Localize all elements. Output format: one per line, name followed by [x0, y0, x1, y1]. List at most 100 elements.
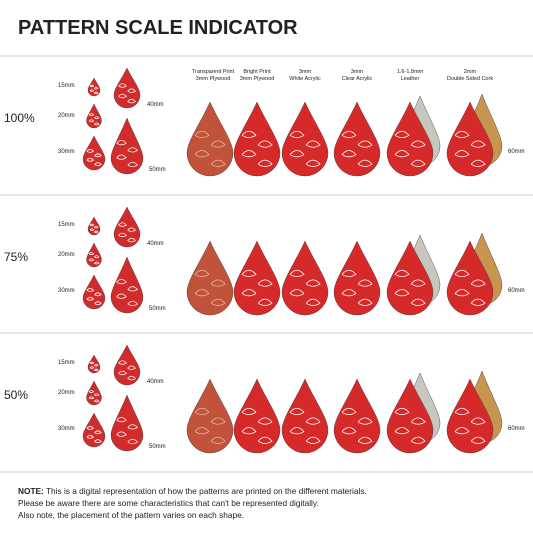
petal-pattern	[241, 427, 257, 435]
size-label: 60mm	[508, 426, 525, 432]
petal-pattern	[241, 289, 257, 297]
teardrop	[281, 101, 329, 177]
petal-pattern	[257, 140, 273, 148]
petal-pattern	[88, 119, 95, 123]
petal-pattern	[289, 407, 305, 415]
petal-pattern	[116, 140, 127, 146]
size-label: 50mm	[149, 167, 166, 173]
petal-pattern	[127, 424, 138, 430]
petal-pattern	[89, 223, 95, 227]
petal-pattern	[410, 279, 426, 287]
petal-pattern	[470, 298, 486, 306]
size-label: 30mm	[58, 426, 75, 432]
petal-pattern	[93, 230, 99, 234]
teardrop	[233, 101, 281, 177]
petal-pattern	[127, 161, 138, 168]
petal-pattern	[127, 88, 137, 93]
petal-pattern	[127, 438, 138, 445]
petal-pattern	[86, 287, 95, 292]
material-label: 3mm	[351, 69, 364, 75]
petal-pattern	[394, 150, 410, 158]
petal-pattern	[410, 436, 426, 444]
petal-pattern	[470, 279, 486, 287]
petal-pattern	[341, 427, 357, 435]
petal-pattern	[94, 439, 102, 444]
size-label: 20mm	[58, 252, 75, 258]
petal-pattern	[289, 269, 305, 277]
petal-pattern	[357, 298, 373, 306]
teardrop	[233, 240, 281, 316]
petal-pattern	[210, 140, 226, 148]
petal-pattern	[94, 255, 100, 259]
title: PATTERN SCALE INDICATOR	[18, 17, 298, 39]
petal-pattern	[89, 361, 95, 365]
material-label: 2mm	[464, 69, 477, 75]
teardrop	[110, 117, 144, 175]
petal-pattern	[116, 431, 127, 437]
material-label: 1.6-1.8mm	[397, 69, 424, 75]
petal-pattern	[257, 159, 273, 167]
teardrop	[186, 101, 234, 177]
teardrop	[113, 206, 141, 248]
petal-pattern	[116, 154, 127, 160]
petal-pattern	[341, 407, 357, 415]
petal-pattern	[341, 289, 357, 297]
teardrop	[446, 378, 494, 454]
petal-pattern	[394, 407, 410, 415]
petal-pattern	[93, 363, 99, 367]
petal-pattern	[89, 89, 95, 92]
scale-label: 50%	[4, 388, 28, 402]
teardrop	[386, 101, 434, 177]
petal-pattern	[241, 269, 257, 277]
petal-pattern	[410, 159, 426, 167]
petal-pattern	[454, 289, 470, 297]
material-label: Clear Acrylic	[342, 76, 373, 82]
petal-pattern	[257, 298, 273, 306]
scale-label: 100%	[4, 111, 35, 125]
note-line: Please be aware there are some character…	[18, 498, 319, 508]
petal-pattern	[454, 427, 470, 435]
petal-pattern	[289, 150, 305, 158]
teardrop	[82, 274, 106, 310]
petal-pattern	[357, 436, 373, 444]
size-label: 40mm	[147, 241, 164, 247]
petal-pattern	[93, 225, 99, 229]
teardrop	[386, 378, 434, 454]
material-label: 3mm Plywood	[196, 76, 231, 82]
note-line: NOTE: This is a digital representation o…	[18, 486, 367, 496]
teardrop	[113, 67, 141, 109]
note-label: NOTE:	[18, 486, 44, 496]
teardrop	[86, 103, 102, 129]
petal-pattern	[194, 130, 210, 138]
petal-pattern	[88, 390, 95, 393]
petal-pattern	[93, 368, 99, 372]
size-label: 15mm	[58, 222, 75, 228]
petal-pattern	[88, 396, 95, 400]
petal-pattern	[305, 436, 321, 444]
material-label: Double Sided Cork	[447, 76, 493, 82]
petal-pattern	[94, 122, 100, 126]
petal-pattern	[257, 436, 273, 444]
petal-pattern	[93, 86, 99, 90]
teardrop	[446, 101, 494, 177]
teardrop	[333, 378, 381, 454]
note-text: This is a digital representation of how …	[44, 486, 367, 496]
teardrop	[186, 378, 234, 454]
teardrop	[86, 242, 102, 268]
size-label: 50mm	[149, 306, 166, 312]
petal-pattern	[470, 140, 486, 148]
petal-pattern	[94, 116, 100, 120]
petal-pattern	[305, 298, 321, 306]
teardrop	[113, 344, 141, 386]
size-label: 50mm	[149, 444, 166, 450]
petal-pattern	[454, 130, 470, 138]
petal-pattern	[210, 436, 226, 444]
material-label: 3mm	[299, 69, 312, 75]
petal-pattern	[88, 113, 95, 116]
petal-pattern	[470, 436, 486, 444]
petal-pattern	[86, 425, 95, 430]
petal-pattern	[394, 427, 410, 435]
petal-pattern	[127, 237, 137, 243]
petal-pattern	[127, 365, 137, 370]
teardrop	[110, 394, 144, 452]
